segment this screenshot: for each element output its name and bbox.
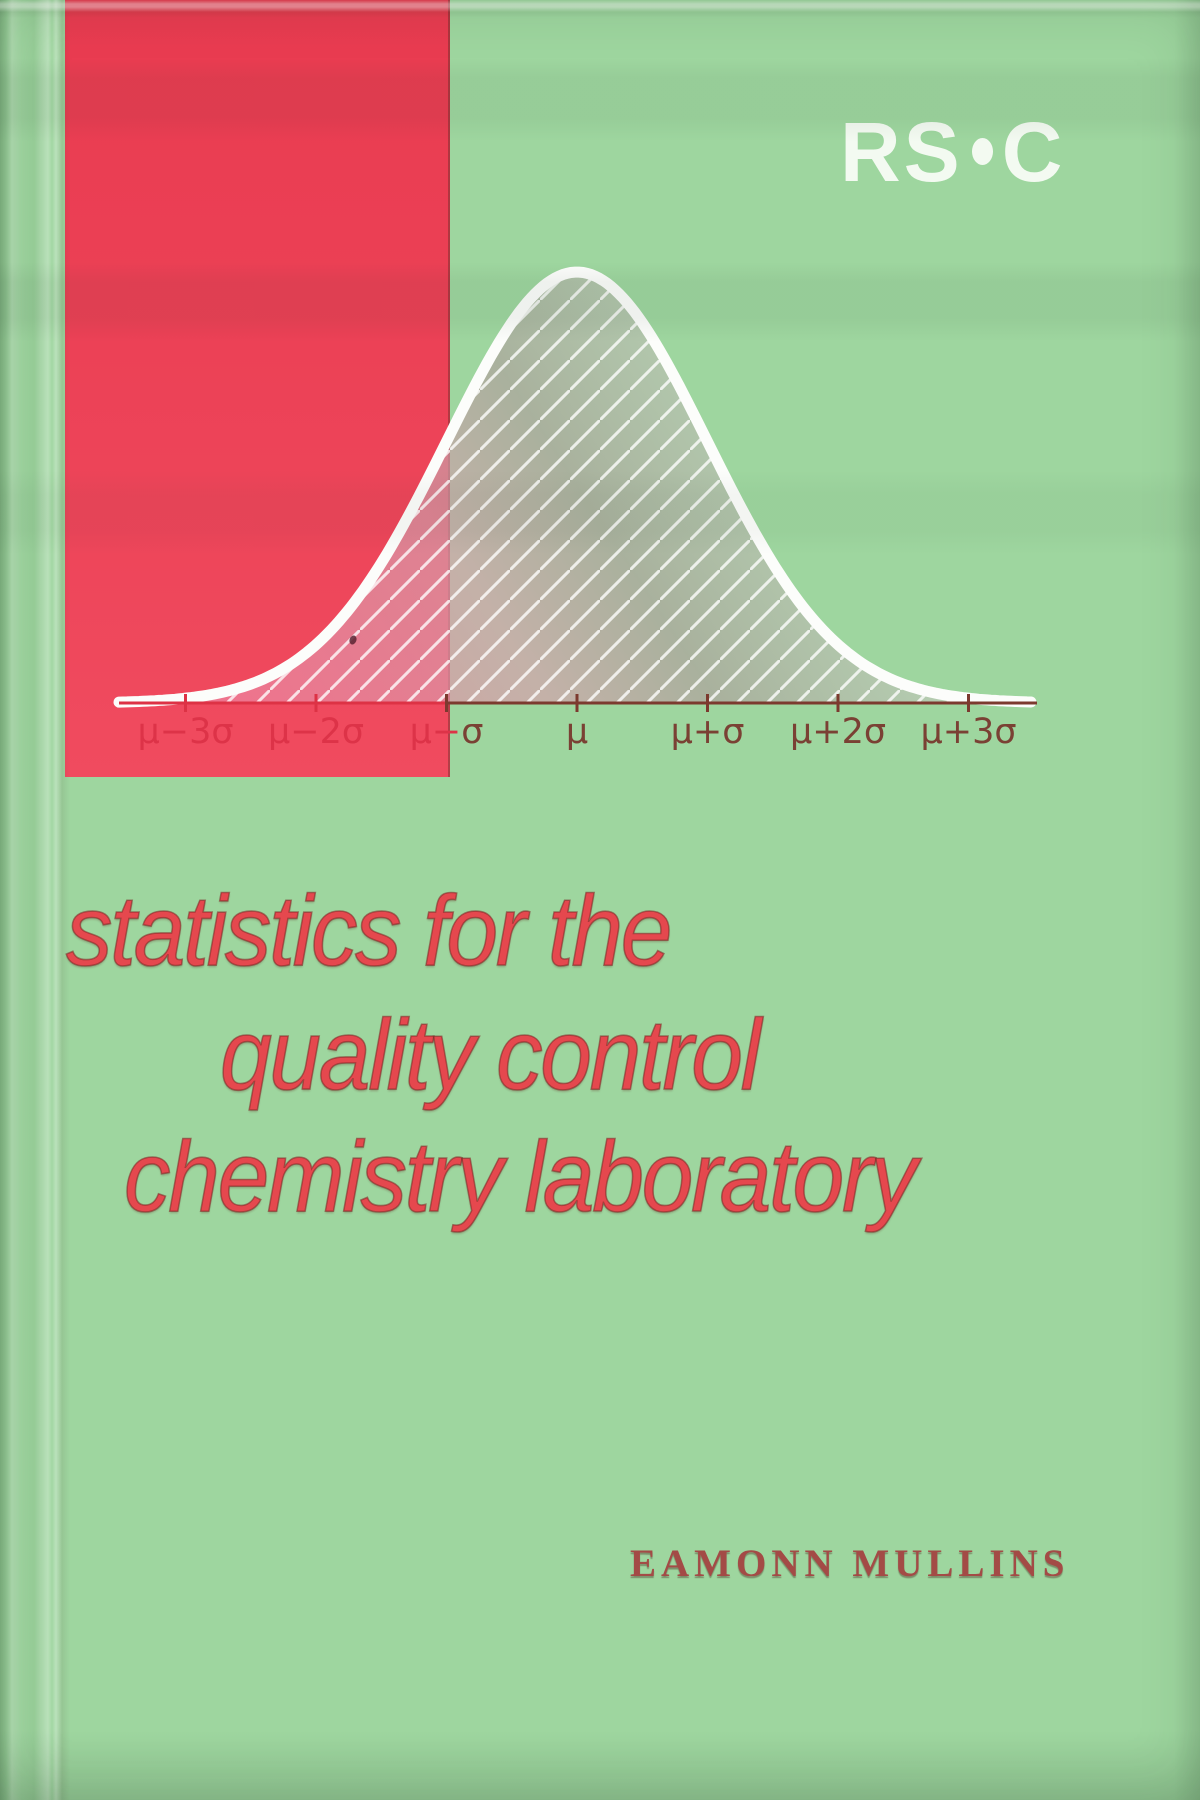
logo-dot-icon: [971, 138, 993, 166]
author-name: EAMONN MULLINS: [630, 1542, 1070, 1585]
distribution-hatch-fill: [119, 272, 1031, 703]
distribution-curve: [113, 266, 1037, 708]
publisher-logo: RS C: [840, 104, 1065, 201]
title-line-2: quality control: [219, 998, 762, 1112]
logo-c: C: [1001, 105, 1066, 199]
axis-tick-label: μ−σ: [410, 712, 484, 752]
axis-labels: μ−3σ μ−2σ μ−σ μ μ+σ μ+2σ μ+3σ: [137, 712, 1016, 752]
title-line-1: statistics for the: [65, 874, 673, 988]
axis-tick-label: μ−3σ: [137, 712, 233, 752]
axis-tick-label: μ+3σ: [920, 712, 1016, 752]
normal-distribution-chart: μ−3σ μ−2σ μ−σ μ μ+σ μ+2σ μ+3σ: [113, 266, 1037, 752]
axis-tick-label: μ+σ: [671, 712, 745, 752]
axis-ticks: [184, 694, 970, 712]
axis-tick-label: μ: [566, 712, 588, 752]
axis-tick-label: μ−2σ: [268, 712, 364, 752]
title-line-3: chemistry laboratory: [123, 1120, 918, 1234]
logo-rs: RS: [840, 105, 963, 199]
axis-tick-label: μ+2σ: [790, 712, 886, 752]
dust-speck: [349, 635, 357, 645]
